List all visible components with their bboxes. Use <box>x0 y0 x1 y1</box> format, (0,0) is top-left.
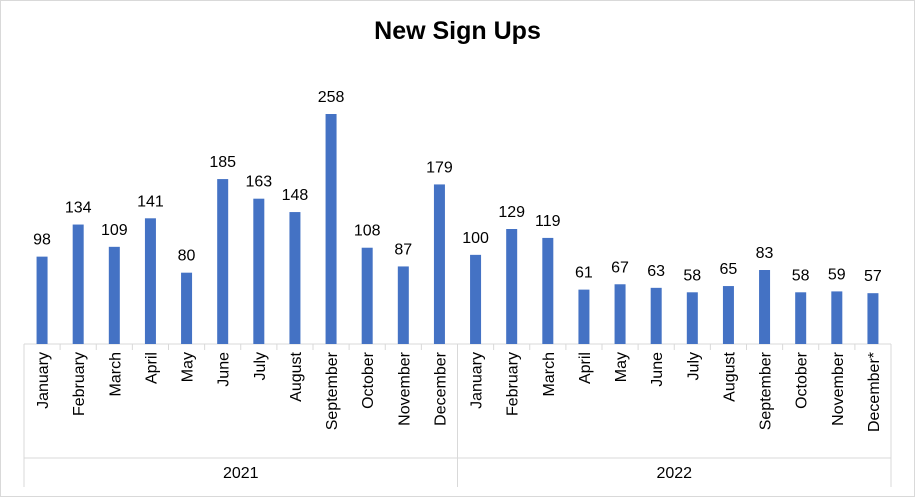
data-label: 185 <box>209 154 236 171</box>
bar <box>397 266 409 344</box>
bar <box>36 256 48 344</box>
x-tick-label: March <box>107 352 124 396</box>
x-tick-label: May <box>613 352 630 382</box>
data-label: 141 <box>137 193 164 210</box>
data-label: 61 <box>575 265 593 282</box>
data-label: 63 <box>647 263 665 280</box>
x-tick-label: November <box>396 351 413 425</box>
data-label: 258 <box>318 89 345 106</box>
bar <box>470 254 482 344</box>
x-tick-label: September <box>758 351 775 430</box>
data-label: 87 <box>394 241 412 258</box>
bar <box>144 218 156 344</box>
data-label: 57 <box>864 268 882 285</box>
data-label: 98 <box>33 232 51 249</box>
bar <box>108 246 120 344</box>
x-tick-label: May <box>180 352 197 382</box>
bar <box>722 286 734 344</box>
data-label: 134 <box>65 200 92 217</box>
x-tick-label: February <box>505 352 522 416</box>
bar <box>361 247 373 344</box>
x-tick-label: October <box>360 351 377 409</box>
bar <box>614 284 626 344</box>
data-label: 58 <box>683 267 701 284</box>
data-label: 83 <box>756 245 774 262</box>
data-label: 148 <box>282 187 309 204</box>
bar <box>217 179 229 344</box>
bar <box>325 114 337 344</box>
data-label: 59 <box>828 266 846 283</box>
data-label: 65 <box>720 261 738 278</box>
bar <box>289 212 301 344</box>
bar <box>650 287 662 344</box>
data-label: 100 <box>462 230 489 247</box>
data-label: 80 <box>178 248 196 265</box>
bar <box>181 272 193 344</box>
bar <box>506 229 518 344</box>
data-label: 67 <box>611 259 629 276</box>
data-label: 109 <box>101 222 128 239</box>
x-tick-label: March <box>541 352 558 396</box>
x-tick-label: June <box>216 352 233 387</box>
x-tick-label: June <box>649 352 666 387</box>
x-tick-label: April <box>577 352 594 384</box>
x-tick-label: August <box>721 351 738 401</box>
chart-title: New Sign Ups <box>374 17 541 45</box>
x-group-label: 2021 <box>223 465 259 482</box>
x-tick-label: October <box>794 351 811 409</box>
data-label: 163 <box>245 174 272 191</box>
data-label: 108 <box>354 223 381 240</box>
bar <box>72 224 84 344</box>
x-tick-label: December* <box>866 352 883 432</box>
bar <box>686 292 698 344</box>
bar <box>831 291 843 344</box>
bar <box>433 184 445 344</box>
x-tick-label: February <box>71 352 88 416</box>
data-label: 119 <box>535 213 561 230</box>
x-tick-label: January <box>35 352 52 409</box>
x-tick-label: July <box>252 352 269 380</box>
bar <box>578 289 590 344</box>
x-tick-label: January <box>469 352 486 409</box>
bar <box>253 198 265 344</box>
x-tick-label: July <box>685 352 702 380</box>
x-tick-label: April <box>143 352 160 384</box>
x-group-label: 2022 <box>656 465 692 482</box>
data-label: 129 <box>498 204 525 221</box>
data-label: 58 <box>792 267 810 284</box>
bar <box>759 270 771 344</box>
x-tick-label: September <box>324 351 341 430</box>
data-label: 179 <box>426 159 453 176</box>
bar <box>795 292 807 344</box>
x-tick-label: August <box>288 351 305 401</box>
bar <box>867 293 879 344</box>
x-tick-label: December <box>432 351 449 425</box>
x-tick-label: November <box>830 351 847 425</box>
bar <box>542 237 554 344</box>
